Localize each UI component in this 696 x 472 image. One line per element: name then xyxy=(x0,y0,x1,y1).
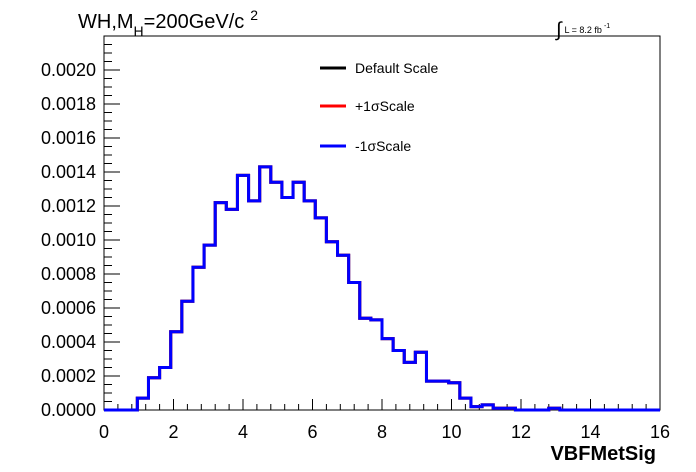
plot-title-superscript: 2 xyxy=(250,7,258,23)
luminosity-label: ∫ L = 8.2 fb -1 xyxy=(555,19,610,41)
y-tick-label: 0.0014 xyxy=(41,162,96,182)
plot-title-subscript: H xyxy=(134,23,144,39)
y-tick-label: 0.0018 xyxy=(41,94,96,114)
luminosity-exponent: -1 xyxy=(604,23,610,30)
y-tick-label: 0.0008 xyxy=(41,264,96,284)
legend-label-2: -1σScale xyxy=(355,138,411,154)
histogram-series xyxy=(104,165,660,412)
plot-title: WH,MH=200GeV/c 2 xyxy=(78,7,258,39)
legend-label-0: Default Scale xyxy=(355,60,438,76)
x-tick-label: 0 xyxy=(99,422,109,442)
x-tick-label: 12 xyxy=(511,422,531,442)
series-line-2 xyxy=(104,165,660,412)
y-tick-label: 0.0016 xyxy=(41,128,96,148)
y-tick-label: 0.0006 xyxy=(41,298,96,318)
y-tick-label: 0.0012 xyxy=(41,196,96,216)
y-tick-label: 0.0020 xyxy=(41,60,96,80)
y-tick-label: 0.0004 xyxy=(41,332,96,352)
integral-sign: ∫ xyxy=(555,19,563,41)
x-tick-label: 16 xyxy=(650,422,670,442)
x-tick-label: 4 xyxy=(238,422,248,442)
x-axis-label: VBFMetSig xyxy=(550,443,656,465)
x-tick-label: 8 xyxy=(377,422,387,442)
legend-label-1: +1σScale xyxy=(355,98,415,114)
x-tick-label: 10 xyxy=(441,422,461,442)
x-tick-label: 2 xyxy=(168,422,178,442)
legend: Default Scale +1σScale -1σScale xyxy=(320,60,438,154)
luminosity-text: L = 8.2 fb xyxy=(564,25,601,35)
plot-title-value: =200GeV/c xyxy=(144,11,245,33)
axes: 0 2 4 6 8 10 12 14 16 0.0000 0.0002 0.0004 0.0006 0.0… xyxy=(41,35,670,442)
x-tick-label: 14 xyxy=(580,422,600,442)
y-tick-label: 0.0010 xyxy=(41,230,96,250)
y-tick-label: 0.0000 xyxy=(41,400,96,420)
y-tick-label: 0.0002 xyxy=(41,366,96,386)
plot-title-prefix: WH,M xyxy=(78,11,134,33)
x-tick-label: 6 xyxy=(307,422,317,442)
